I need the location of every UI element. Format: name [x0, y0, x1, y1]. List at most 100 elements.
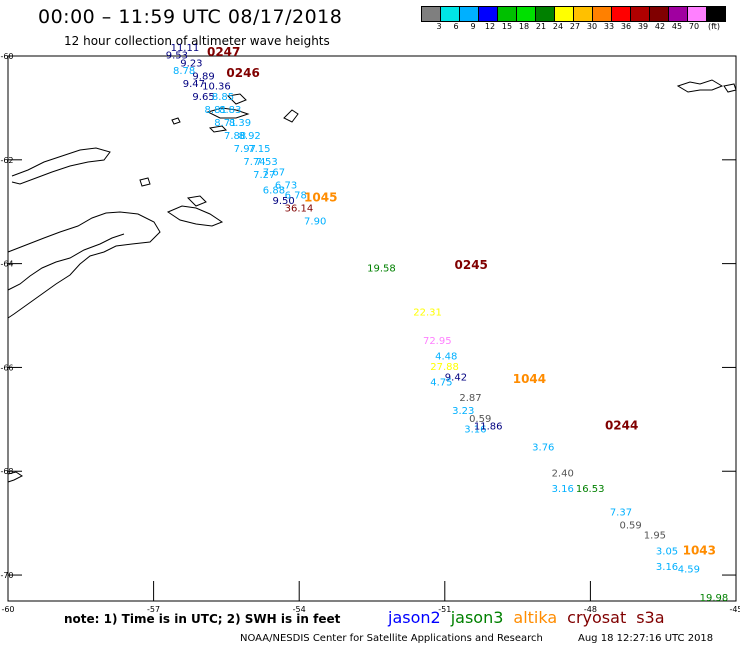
color-swatch: [706, 6, 726, 22]
color-scale-label: 21: [535, 22, 547, 31]
wave-height-value: 7.53: [256, 157, 278, 168]
color-scale-label: 18: [518, 22, 530, 31]
color-scale-label: 30: [586, 22, 598, 31]
island-joinville: [166, 205, 224, 227]
wave-height-value: 9.89: [192, 71, 214, 82]
color-scale-bar: [421, 6, 726, 22]
island-south-orkney: [676, 79, 724, 93]
satellite-legend: jason2 jason3 altika cryosat s3a: [388, 608, 675, 627]
legend-item-altika: altika: [513, 608, 558, 627]
wave-height-value: 7.90: [304, 217, 326, 228]
wave-height-value: 11.11: [171, 43, 200, 54]
generated-timestamp: Aug 18 12:27:16 UTC 2018: [578, 633, 714, 644]
color-scale-label: 42: [654, 22, 666, 31]
island-small-2: [139, 177, 151, 187]
color-scale-label: 27: [569, 22, 581, 31]
y-tick-label: -60: [0, 52, 13, 61]
color-scale-label: 36: [620, 22, 632, 31]
wave-height-value: 9.53: [166, 51, 188, 62]
wave-height-value: 19.98: [700, 593, 729, 604]
coastlines: [7, 79, 737, 483]
coastline-antarctic-peninsula: [7, 211, 161, 319]
y-tick-label: -68: [0, 467, 13, 476]
pass-time-label: 0245: [455, 258, 488, 272]
wave-height-value: 8.78: [173, 66, 195, 77]
wave-height-value: 3.16: [552, 484, 574, 495]
wave-height-value: 11.86: [474, 422, 503, 433]
wave-height-value: 4.75: [430, 378, 452, 389]
y-tick-label: -70: [0, 571, 13, 580]
wave-height-value: 8.92: [239, 131, 261, 142]
island-small-1: [283, 109, 299, 123]
color-scale-label: 6: [453, 22, 459, 31]
wave-height-value: 9.42: [445, 372, 467, 383]
footnote: note: 1) Time is in UTC; 2) SWH is in fe…: [64, 612, 341, 626]
wave-height-value: 2.87: [459, 393, 481, 404]
color-scale-labels: 3 6 9 12 15 18 21 24 27 30 33 36 39 42 45 70 (ft): [422, 22, 740, 34]
map-subtitle: 12 hour collection of altimeter wave hei…: [64, 34, 330, 48]
color-scale-label: 15: [501, 22, 513, 31]
wave-height-value: 8.83: [219, 105, 241, 116]
color-scale-label: 3: [436, 22, 442, 31]
y-tick-label: -62: [0, 156, 13, 165]
y-tick-label: -66: [0, 363, 13, 372]
graticule: -60 -57 -54 -51 -48 -45 -60 -62 -64 -66 -68 -70: [0, 52, 740, 614]
pass-labels-layer: 0247 0246 1045 0245 1044 0244 1043: [207, 45, 716, 557]
island-dundee: [186, 195, 207, 207]
island-south-orkney-2: [723, 83, 737, 93]
wave-height-value: 8.85: [212, 92, 234, 103]
wave-height-value: 3.05: [656, 546, 678, 557]
wave-height-value: 2.40: [552, 468, 574, 479]
wave-height-value: 27.88: [430, 362, 459, 373]
x-tick-label: -45: [729, 605, 740, 614]
wave-height-value: 8.71: [214, 118, 236, 129]
wave-height-value: 22.31: [413, 308, 442, 319]
x-tick-label: -54: [293, 605, 306, 614]
island-elephant: [206, 107, 250, 119]
island-clarence: [226, 93, 247, 105]
island-bridgeman: [171, 117, 181, 125]
coastline-peninsula-inner: [7, 233, 125, 291]
credit-line: NOAA/NESDIS Center for Satellite Applica…: [240, 633, 543, 644]
map-title: 00:00 – 11:59 UTC 08/17/2018: [38, 6, 343, 28]
wave-height-value: 3.23: [452, 406, 474, 417]
legend-item-jason2: jason2: [388, 608, 441, 627]
x-tick-label: -60: [1, 605, 14, 614]
wave-height-value: 3.16: [464, 424, 486, 435]
wave-height-value: 4.48: [435, 352, 457, 363]
pass-time-label: 1045: [304, 190, 337, 204]
legend-item-s3a: s3a: [636, 608, 665, 627]
wave-height-value: 7.88: [224, 131, 246, 142]
wave-height-value: 3.16: [656, 562, 678, 573]
wave-height-value: 7.37: [610, 507, 632, 518]
color-scale-label: (ft): [707, 22, 721, 31]
wave-height-value: 8.81: [205, 105, 227, 116]
wave-height-value: 19.58: [367, 263, 396, 274]
pass-time-label: 0247: [207, 45, 240, 59]
color-scale-label: 12: [484, 22, 496, 31]
pass-time-label: 0244: [605, 419, 638, 433]
legend-item-cryosat: cryosat: [567, 608, 627, 627]
wave-height-value: 8.39: [229, 118, 251, 129]
wave-height-value: 0.59: [620, 520, 642, 531]
x-tick-label: -48: [584, 605, 597, 614]
map-frame: [7, 55, 737, 602]
wave-height-value: 7.97: [234, 144, 256, 155]
color-scale-label: 70: [688, 22, 700, 31]
coastline-south-shetland: [11, 147, 111, 185]
coastline-weddell-east: [7, 471, 23, 483]
wave-height-value: 16.53: [576, 484, 605, 495]
color-scale-label: 39: [637, 22, 649, 31]
pass-time-label: 0246: [226, 66, 259, 80]
wave-height-value: 36.14: [285, 204, 314, 215]
wave-height-value: 10.36: [202, 82, 231, 93]
color-scale-label: 33: [603, 22, 615, 31]
island-gibbs: [208, 125, 228, 133]
wave-height-value: 0.59: [469, 414, 491, 425]
pass-time-label: 1043: [683, 543, 716, 557]
wave-height-value: 7.15: [248, 144, 270, 155]
y-tick-label: -64: [0, 260, 13, 269]
wave-height-value: 6.88: [263, 186, 285, 197]
